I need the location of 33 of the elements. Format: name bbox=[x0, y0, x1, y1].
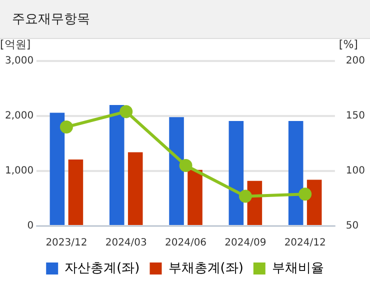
y2-axis-title: [%] bbox=[338, 38, 358, 51]
y-axis-title: [억원] bbox=[0, 38, 31, 51]
x-tick-label: 2024/06 bbox=[164, 238, 207, 249]
x-tick-label: 2024/03 bbox=[105, 238, 147, 249]
bar bbox=[50, 112, 65, 225]
point bbox=[120, 105, 133, 118]
point bbox=[60, 120, 73, 134]
x-tick-label: 2023/12 bbox=[46, 238, 88, 249]
y-tick-label: 1,000 bbox=[4, 166, 34, 177]
chart-title: 주요재무항목 bbox=[0, 0, 370, 39]
bar bbox=[188, 170, 202, 225]
bar bbox=[109, 105, 124, 225]
legend-label: 부채총계(좌) bbox=[168, 260, 244, 276]
bar bbox=[68, 159, 84, 225]
bar bbox=[128, 152, 143, 225]
bar bbox=[228, 120, 244, 225]
point bbox=[298, 188, 312, 201]
y-tick-label: 2,000 bbox=[4, 110, 34, 122]
legend-label: 자산총계(좌) bbox=[64, 260, 140, 276]
point bbox=[238, 190, 252, 203]
bar bbox=[306, 180, 322, 225]
y2-tick-label: 200 bbox=[346, 56, 366, 67]
bar bbox=[169, 117, 184, 225]
y-tick-label: 3,000 bbox=[4, 56, 34, 67]
point bbox=[179, 159, 192, 172]
legend-label: 부채비율 bbox=[272, 260, 324, 276]
x-tick-label: 2024/09 bbox=[224, 238, 266, 249]
x-tick-label: 2024/12 bbox=[284, 238, 326, 249]
y-tick-label: 0 bbox=[27, 220, 34, 232]
y2-tick-label: 100 bbox=[346, 166, 366, 177]
y2-tick-label: 150 bbox=[346, 110, 366, 122]
bar bbox=[288, 120, 304, 225]
y2-tick-label: 50 bbox=[346, 220, 359, 232]
